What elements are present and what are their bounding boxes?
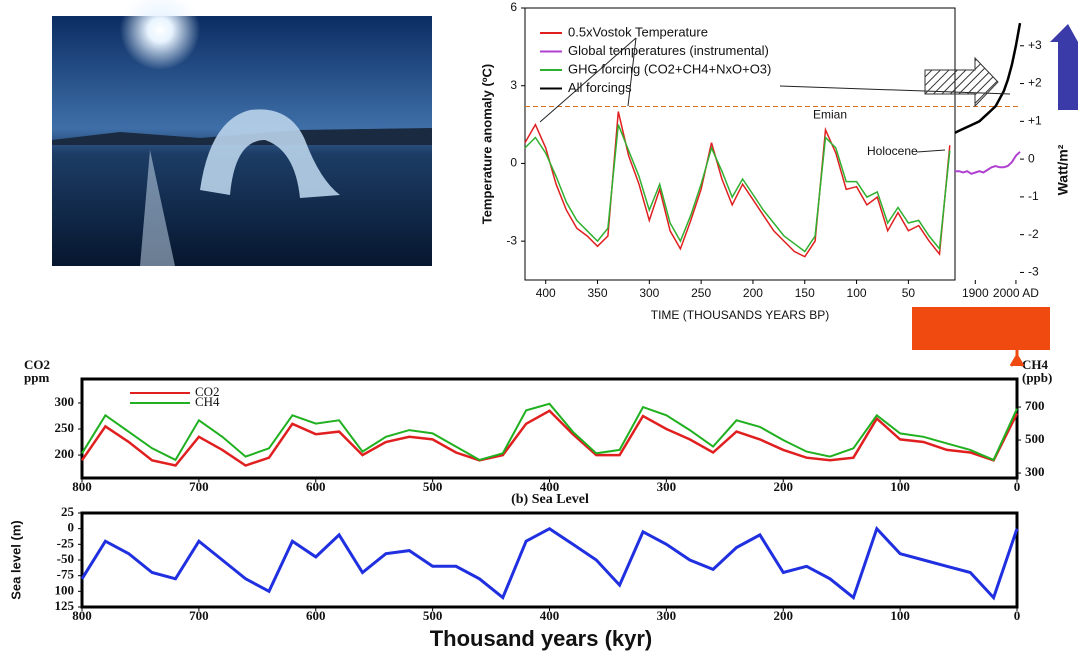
y-axis-title: Sea level (m) [8, 520, 23, 600]
x-tick-label: 500 [423, 608, 443, 623]
y-tick-label: 3 [510, 78, 517, 92]
x-tick-label: 300 [657, 479, 677, 494]
x-tick-label: 800 [72, 479, 92, 494]
series-line [954, 22, 1022, 134]
y2-tick-label: +2 [1028, 76, 1042, 90]
series-line [524, 124, 951, 253]
legend-label: CH4 [195, 394, 220, 409]
y2-tick-label: +1 [1028, 114, 1042, 128]
x-tick-label: 400 [536, 286, 556, 300]
x-tick-label: 150 [795, 286, 815, 300]
y-tick-label: 0 [68, 520, 75, 535]
x-tick-label: 400 [540, 479, 560, 494]
axis-title: CO2 [24, 357, 50, 372]
x-tick-label: 350 [588, 286, 608, 300]
y2-tick-label: -1 [1028, 189, 1039, 203]
legend-label: CO2 [195, 384, 220, 399]
x-tick-label: 700 [189, 608, 209, 623]
plot-frame [80, 377, 1019, 480]
x-tick-label: 600 [306, 479, 326, 494]
x-tick-label: 0 [1014, 608, 1021, 623]
axis-title: (ppb) [1022, 370, 1052, 385]
axis-title: ppm [24, 370, 49, 385]
y2-tick-label: 500 [1025, 431, 1045, 446]
annotation: Holocene [867, 144, 918, 158]
x-tick-label: 300 [657, 608, 677, 623]
y-tick-label: 125 [55, 598, 75, 613]
y-tick-label: 300 [55, 394, 75, 409]
x-tick-label: 200 [774, 479, 794, 494]
series-line [80, 525, 1019, 601]
x-tick-label: 1900 [962, 286, 989, 300]
y2-axis-title: Watt/m² [1055, 144, 1071, 195]
reference-label: Emian [813, 108, 847, 122]
x-axis-title: TIME (THOUSANDS YEARS BP) [651, 308, 829, 322]
x-tick-label: 100 [847, 286, 867, 300]
x-tick-label: 700 [189, 479, 209, 494]
forcing-arrow [1050, 24, 1078, 110]
ppm-box [912, 307, 1050, 350]
y-tick-label: -75 [57, 567, 75, 582]
x-tick-label: 50 [902, 286, 916, 300]
x-tick-label: 100 [890, 479, 910, 494]
x-tick-label: 200 [743, 286, 763, 300]
x-tick-label: 0 [1014, 479, 1021, 494]
x-tick-label: 500 [423, 479, 443, 494]
photo [52, 0, 432, 266]
series-line [955, 151, 1021, 175]
y2-tick-label: -2 [1028, 227, 1039, 241]
ppm-arrow [1009, 307, 1025, 367]
x-tick-label: 250 [691, 286, 711, 300]
y-tick-label: 250 [55, 420, 75, 435]
axis-title: CH4 [1022, 357, 1049, 372]
hatched-arrow [924, 56, 999, 108]
x-axis-title: Thousand years (kyr) [430, 626, 653, 651]
legend-label: 0.5xVostok Temperature [568, 24, 708, 39]
series-line [524, 111, 951, 258]
plot-frame [524, 7, 956, 281]
y-tick-label: 25 [61, 504, 75, 519]
legend-label: GHG forcing (CO2+CH4+NxO+O3) [568, 61, 771, 76]
legend-label: Global temperatures (instrumental) [568, 43, 769, 58]
chart-title: (b) Sea Level [511, 492, 589, 507]
y-tick-label: 100 [55, 582, 75, 597]
x-tick-label: 2000 AD [993, 286, 1039, 300]
y-tick-label: 0 [510, 156, 517, 170]
x-tick-label: 400 [540, 608, 560, 623]
legend-label: All forcings [568, 80, 632, 95]
y-tick-label: -50 [57, 551, 74, 566]
x-tick-label: 600 [306, 608, 326, 623]
x-tick-label: 800 [72, 608, 92, 623]
x-tick-label: 200 [774, 608, 794, 623]
y-tick-label: 200 [55, 446, 75, 461]
y2-tick-label: 0 [1028, 151, 1035, 165]
y-tick-label: -3 [506, 233, 517, 247]
y2-tick-label: -3 [1028, 265, 1039, 279]
x-tick-label: 100 [890, 608, 910, 623]
x-tick-label: 300 [639, 286, 659, 300]
y-tick-label: 6 [510, 0, 517, 14]
y-tick-label: -25 [57, 535, 75, 550]
series-line [81, 402, 1018, 462]
y2-tick-label: +3 [1028, 38, 1042, 52]
y2-tick-label: 700 [1025, 398, 1045, 413]
y2-tick-label: 300 [1025, 464, 1045, 479]
y-axis-title: Temperature anomaly (ºC) [479, 64, 494, 225]
series-line [80, 409, 1019, 467]
